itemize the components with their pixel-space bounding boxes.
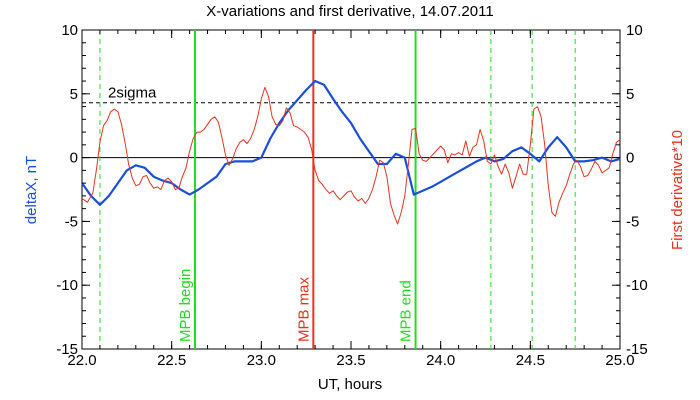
y-tick-label-right: -10: [626, 277, 648, 294]
x-tick-label: 24.0: [426, 352, 455, 369]
series-line-derivative: [81, 86, 621, 225]
y-tick-label-right: 5: [626, 86, 634, 103]
y-tick-label-right: 10: [626, 22, 643, 39]
x-tick-label: 23.0: [247, 352, 276, 369]
y-tick-label-left: 0: [70, 150, 78, 167]
plot-frame: [81, 29, 621, 350]
y-tick-label-left: -10: [56, 277, 78, 294]
x-axis-label: UT, hours: [318, 376, 382, 393]
vline-label-mpb-begin: MPB begin: [177, 269, 194, 342]
x-tick-label: 25.0: [605, 352, 634, 369]
y-tick-label-left: 10: [61, 22, 78, 39]
x-tick-label: 24.5: [516, 352, 545, 369]
chart-title: X-variations and first derivative, 14.07…: [206, 3, 493, 20]
y-axis-left-label: deltaX, nT: [23, 156, 40, 224]
series-line-deltax: [81, 79, 621, 206]
vline-label-mpb-end: MPB end: [398, 280, 415, 342]
y-tick-label-right: 0: [626, 150, 634, 167]
y-axis-right-label: First derivative*10: [669, 130, 686, 250]
vline-label-mpb-max: MPB max: [295, 276, 312, 342]
plot-area: 2sigma MPB begin MPB max MPB end 22.0 22.5 23.…: [56, 22, 647, 369]
y-tick-label-left: 5: [70, 86, 78, 103]
y-tick-label-left: -15: [56, 341, 78, 358]
y-tick-label-right: -5: [626, 213, 639, 230]
x-tick-label: 22.0: [67, 352, 96, 369]
y-tick-label-left: -5: [65, 213, 78, 230]
x-tick-label: 23.5: [336, 352, 365, 369]
x-tick-label: 22.5: [157, 352, 186, 369]
reference-label-2sigma: 2sigma: [108, 85, 157, 102]
y-tick-label-right: -15: [626, 341, 648, 358]
